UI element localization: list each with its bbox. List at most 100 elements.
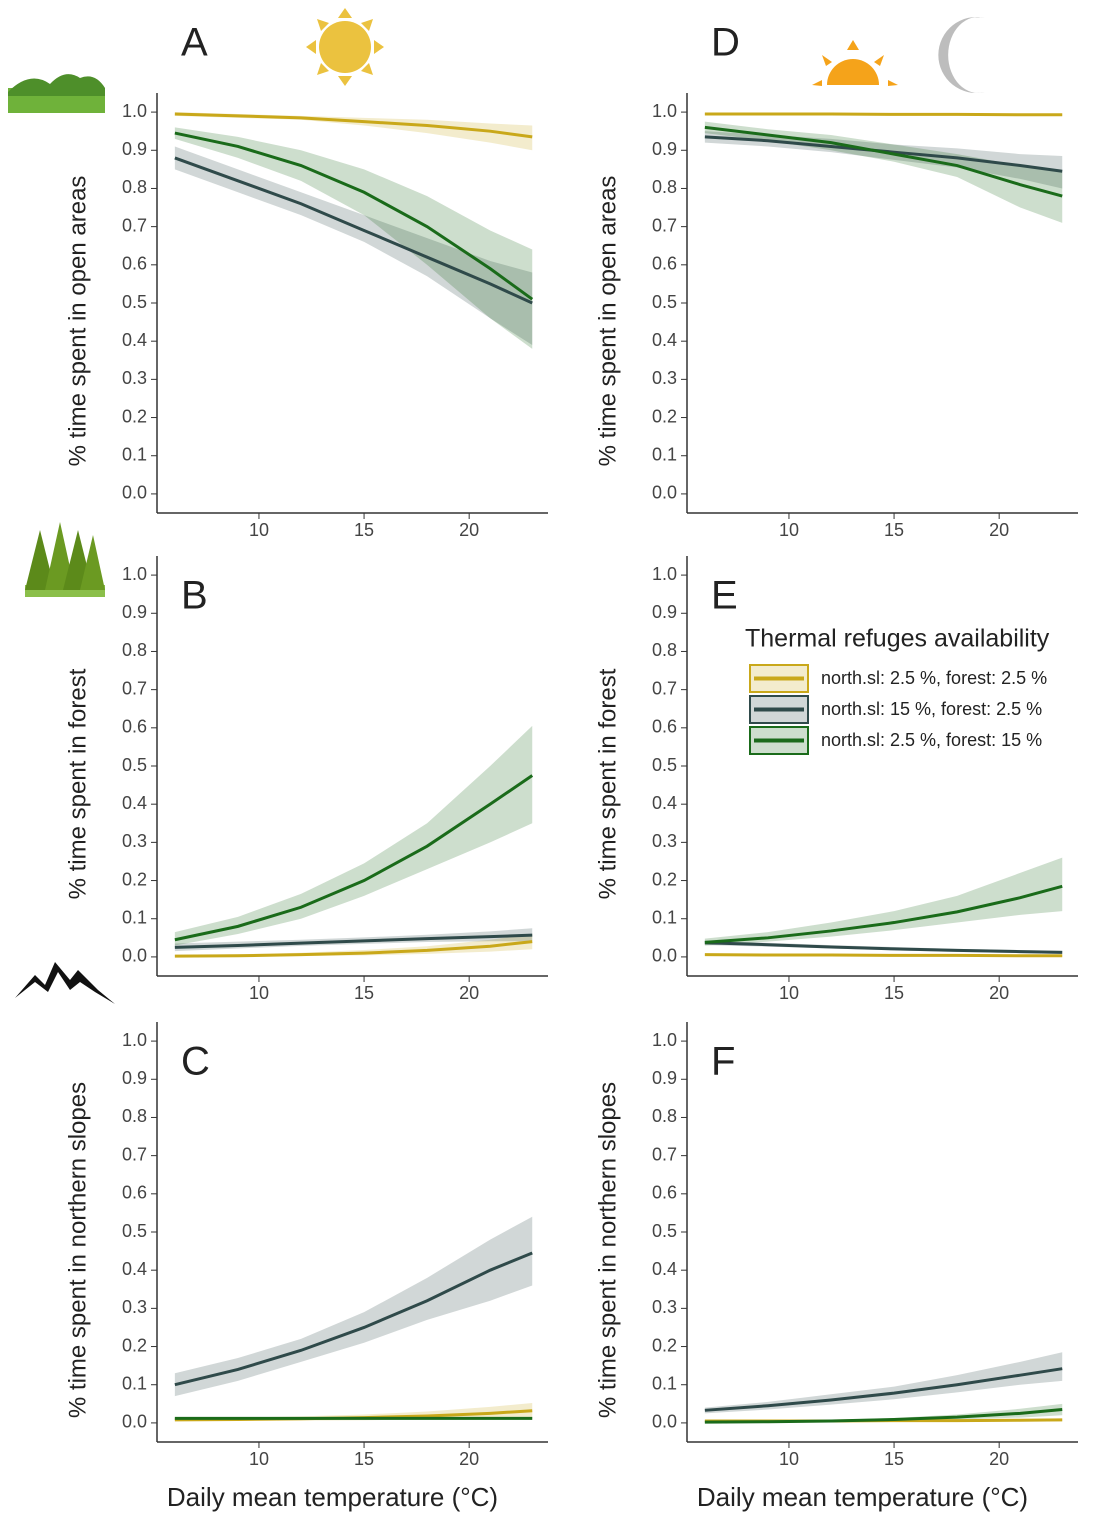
y-tick-label: 0.3 (122, 831, 147, 851)
y-tick-label: 0.2 (652, 869, 677, 889)
y-tick-label: 0.5 (652, 755, 677, 775)
y-tick-label: 0.6 (652, 717, 677, 737)
y-tick-label: 0.8 (652, 640, 677, 660)
y-tick-label: 0.6 (122, 1183, 147, 1203)
panel-label: F (711, 1040, 735, 1084)
y-tick-label: 0.0 (652, 946, 677, 966)
y-tick-label: 0.1 (122, 907, 147, 927)
series-line (704, 1408, 1063, 1424)
y-tick-label: 0.4 (652, 793, 677, 813)
confidence-band (704, 857, 1063, 946)
y-tick-label: 0.9 (122, 139, 147, 159)
y-tick-label: 1.0 (122, 1030, 147, 1050)
x-tick-label: 15 (354, 983, 374, 1003)
y-tick-label: 0.7 (122, 215, 147, 235)
y-tick-label: 0.1 (652, 1373, 677, 1393)
y-tick-label: 0.8 (122, 1106, 147, 1126)
series-line (704, 1367, 1063, 1412)
y-tick-label: 0.3 (652, 831, 677, 851)
x-tick-label: 15 (884, 520, 904, 540)
y-tick-label: 0.9 (652, 139, 677, 159)
x-tick-label: 10 (779, 983, 799, 1003)
y-tick-label: 0.0 (122, 483, 147, 503)
y-tick-label: 0.3 (652, 368, 677, 388)
y-tick-label: 0.3 (122, 368, 147, 388)
y-tick-label: 0.0 (122, 1412, 147, 1432)
y-tick-label: 0.4 (652, 1259, 677, 1279)
y-tick-label: 0.7 (652, 215, 677, 235)
y-axis-label: % time spent in open areas (594, 176, 621, 467)
y-tick-label: 0.6 (122, 254, 147, 274)
y-tick-label: 0.2 (652, 406, 677, 426)
y-tick-label: 0.2 (122, 1335, 147, 1355)
forest-icon (25, 522, 105, 597)
confidence-band (174, 112, 533, 151)
y-axis-label: % time spent in northern slopes (594, 1082, 621, 1418)
series-line (704, 112, 1063, 117)
x-tick-label: 20 (459, 1449, 479, 1469)
confidence-band (174, 146, 533, 345)
y-tick-label: 0.4 (122, 793, 147, 813)
legend-label: north.sl: 15 %, forest: 2.5 % (821, 699, 1042, 719)
legend-title: Thermal refuges availability (745, 625, 1050, 653)
y-tick-label: 0.7 (652, 1144, 677, 1164)
confidence-band (704, 1403, 1063, 1423)
sunset-icon (812, 40, 898, 86)
series-line (174, 1251, 533, 1387)
mountain-icon (15, 962, 115, 1004)
sun-icon (306, 8, 384, 86)
x-tick-label: 20 (989, 1449, 1009, 1469)
y-tick-label: 0.0 (652, 1412, 677, 1432)
y-axis-label: % time spent in northern slopes (64, 1082, 91, 1418)
y-axis-label: % time spent in forest (594, 668, 621, 899)
series-line (174, 933, 533, 949)
y-tick-label: 0.5 (652, 292, 677, 312)
x-tick-label: 10 (249, 520, 269, 540)
y-tick-label: 0.9 (652, 602, 677, 622)
y-tick-label: 0.7 (122, 678, 147, 698)
confidence-band (174, 934, 533, 957)
x-tick-label: 20 (989, 520, 1009, 540)
y-tick-label: 0.5 (122, 1221, 147, 1241)
panel-label: A (181, 21, 208, 65)
panel-label: E (711, 574, 738, 618)
y-tick-label: 0.8 (652, 1106, 677, 1126)
confidence-band (704, 131, 1063, 189)
y-tick-label: 0.8 (122, 177, 147, 197)
y-tick-label: 0.4 (122, 330, 147, 350)
legend-label: north.sl: 2.5 %, forest: 15 % (821, 730, 1042, 750)
confidence-band (704, 1352, 1063, 1414)
y-tick-label: 0.3 (122, 1297, 147, 1317)
series-line (174, 940, 533, 958)
y-tick-label: 0.1 (122, 1373, 147, 1393)
panel-label: D (711, 21, 740, 65)
y-tick-label: 0.6 (122, 717, 147, 737)
x-tick-label: 10 (779, 1449, 799, 1469)
y-tick-label: 1.0 (122, 564, 147, 584)
moon-icon (938, 17, 985, 93)
y-tick-label: 1.0 (652, 564, 677, 584)
series-line (704, 135, 1063, 173)
y-tick-label: 0.2 (652, 1335, 677, 1355)
series-line (704, 125, 1063, 198)
x-tick-label: 15 (884, 983, 904, 1003)
y-tick-label: 0.8 (122, 640, 147, 660)
y-tick-label: 0.6 (652, 254, 677, 274)
y-axis-label: % time spent in open areas (64, 176, 91, 467)
x-tick-label: 10 (249, 983, 269, 1003)
y-tick-label: 0.7 (122, 1144, 147, 1164)
y-axis-label: % time spent in forest (64, 668, 91, 899)
y-tick-label: 0.5 (122, 755, 147, 775)
confidence-band (174, 127, 533, 349)
y-tick-label: 0.9 (122, 1068, 147, 1088)
confidence-band (704, 121, 1063, 223)
y-tick-label: 0.9 (122, 602, 147, 622)
y-tick-label: 0.3 (652, 1297, 677, 1317)
x-tick-label: 15 (354, 520, 374, 540)
series-line (704, 941, 1063, 954)
y-tick-label: 0.5 (652, 1221, 677, 1241)
y-tick-label: 0.5 (122, 292, 147, 312)
x-tick-label: 20 (459, 983, 479, 1003)
confidence-band (174, 1216, 533, 1397)
meadow-icon (8, 74, 105, 113)
